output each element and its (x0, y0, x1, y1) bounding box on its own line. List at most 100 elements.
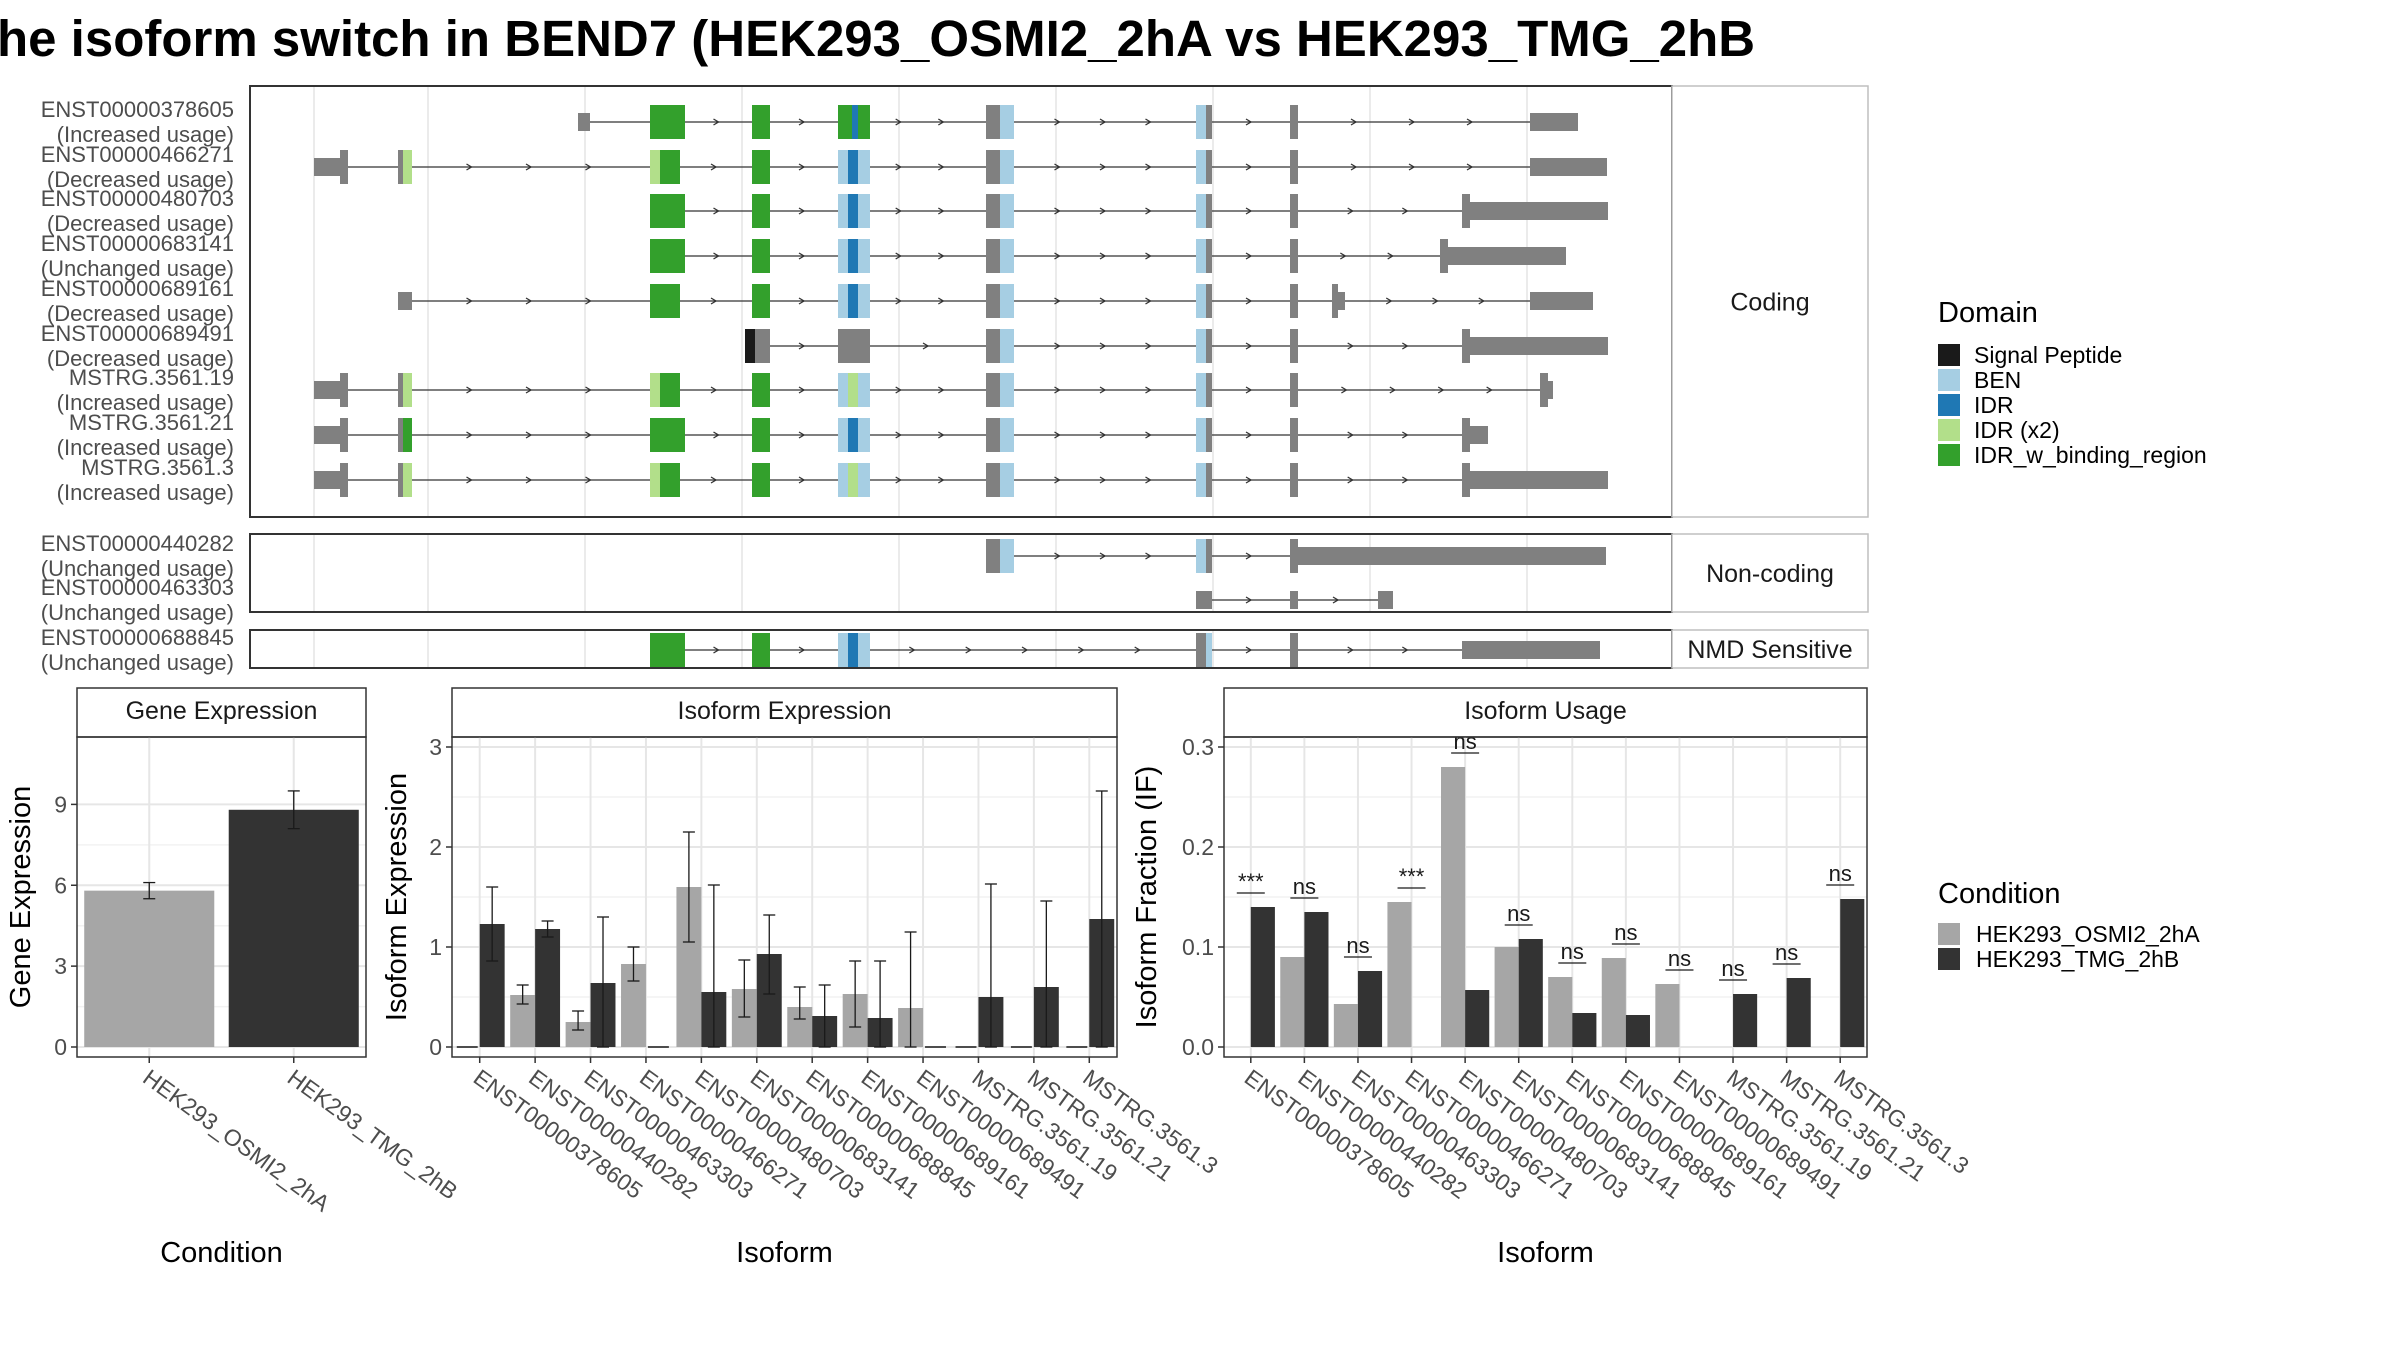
intron-arrow (1099, 342, 1107, 350)
x-axis-title: Condition (160, 1237, 283, 1269)
domain-block (403, 418, 412, 452)
intron-arrow (1145, 342, 1152, 350)
intron-arrow (525, 476, 533, 484)
intron-arrow (1054, 118, 1061, 126)
intron-arrow (525, 163, 533, 171)
exon-block (1462, 329, 1470, 363)
y-tick-label: 0.3 (1182, 734, 1214, 760)
exon-block (1530, 158, 1607, 176)
isoform-usage-label: (Unchanged usage) (41, 600, 234, 625)
significance-label: ns (1561, 939, 1584, 964)
domain-block (1000, 239, 1014, 273)
exon-block (1290, 105, 1298, 139)
panel-title: Gene Expression (126, 697, 318, 725)
exon-block (755, 329, 770, 363)
bar (1441, 767, 1466, 1047)
intron-arrow (798, 342, 806, 350)
exon-block (340, 150, 348, 184)
significance-label: ns (1507, 901, 1530, 926)
exon-block (398, 150, 403, 184)
significance-label: ns (1721, 956, 1744, 981)
domain-block (752, 463, 770, 497)
y-tick-label: 9 (54, 791, 67, 817)
domain-block (848, 463, 858, 497)
intron-arrow (1145, 386, 1152, 394)
transcript-row (314, 418, 1488, 452)
y-tick-label: 0 (429, 1034, 442, 1060)
domain-legend-swatch (1938, 419, 1960, 441)
exon-block (1290, 150, 1298, 184)
exon-block (1290, 329, 1298, 363)
intron-arrow (1054, 252, 1061, 260)
exon-block (314, 158, 340, 176)
domain-block (660, 373, 680, 407)
transcript-row (650, 633, 1600, 667)
domain-block (1000, 105, 1014, 139)
intron-arrow (1245, 386, 1253, 394)
isoform-id-label: ENST00000440282 (41, 531, 234, 556)
exon-block (1290, 194, 1298, 228)
bar (1333, 1004, 1358, 1047)
domain-block (1196, 284, 1206, 318)
intron-arrow (895, 297, 902, 305)
intron-arrow (895, 386, 902, 394)
exon-block (1462, 463, 1470, 497)
exon-block (398, 418, 403, 452)
domain-legend-swatch (1938, 344, 1960, 366)
transcript-row (1196, 591, 1393, 609)
intron-arrow (1401, 431, 1409, 439)
exon-block (986, 539, 1000, 573)
intron-arrow (1099, 386, 1107, 394)
exon-block (1290, 633, 1298, 667)
exon-block (1206, 539, 1212, 573)
isoform-usage-label: (Decreased usage) (47, 301, 234, 326)
intron-arrow (1466, 163, 1474, 171)
intron-arrow (937, 297, 945, 305)
intron-arrow (1245, 596, 1253, 604)
bar (1601, 958, 1626, 1047)
domain-block (1196, 239, 1206, 273)
exon-block (314, 381, 340, 399)
isoform-id-label: ENST00000688845 (41, 625, 234, 650)
y-axis-title: Gene Expression (5, 786, 37, 1008)
facet-strip-label: NMD Sensitive (1687, 636, 1852, 664)
exon-block (1548, 381, 1553, 399)
intron-arrow (713, 118, 720, 126)
isoform-usage-label: (Decreased usage) (47, 346, 234, 371)
domain-legend-swatch (1938, 394, 1960, 416)
domain-block (848, 373, 858, 407)
intron-arrow (1347, 207, 1354, 215)
isoform-id-label: ENST00000689491 (41, 321, 234, 346)
intron-arrow (1021, 646, 1029, 654)
domain-block (848, 418, 858, 452)
intron-arrow (937, 118, 945, 126)
transcript-row (650, 239, 1566, 273)
intron-arrow (1145, 431, 1152, 439)
isoform-usage-label: (Increased usage) (57, 390, 234, 415)
bar (1733, 994, 1758, 1047)
intron-arrow (1054, 207, 1061, 215)
x-axis-title: Isoform (1497, 1237, 1594, 1269)
exon-block (1530, 113, 1578, 131)
panel-title: Isoform Usage (1464, 697, 1627, 725)
intron-arrow (1245, 342, 1253, 350)
domain-block (1206, 633, 1212, 667)
intron-arrow (798, 476, 806, 484)
y-tick-label: 1 (429, 934, 442, 960)
intron-arrow (466, 163, 473, 171)
intron-arrow (1145, 118, 1152, 126)
exon-block (1470, 337, 1608, 355)
intron-arrow (1466, 118, 1474, 126)
domain-block (848, 150, 858, 184)
isoform-usage-label: (Increased usage) (57, 435, 234, 460)
exon-block (1206, 284, 1212, 318)
exon-block (1206, 463, 1212, 497)
bar (1655, 984, 1680, 1047)
intron-arrow (1432, 297, 1439, 305)
domain-block (650, 194, 685, 228)
isoform-id-label: MSTRG.3561.19 (69, 365, 234, 390)
exon-block (1196, 633, 1206, 667)
intron-arrow (798, 163, 806, 171)
